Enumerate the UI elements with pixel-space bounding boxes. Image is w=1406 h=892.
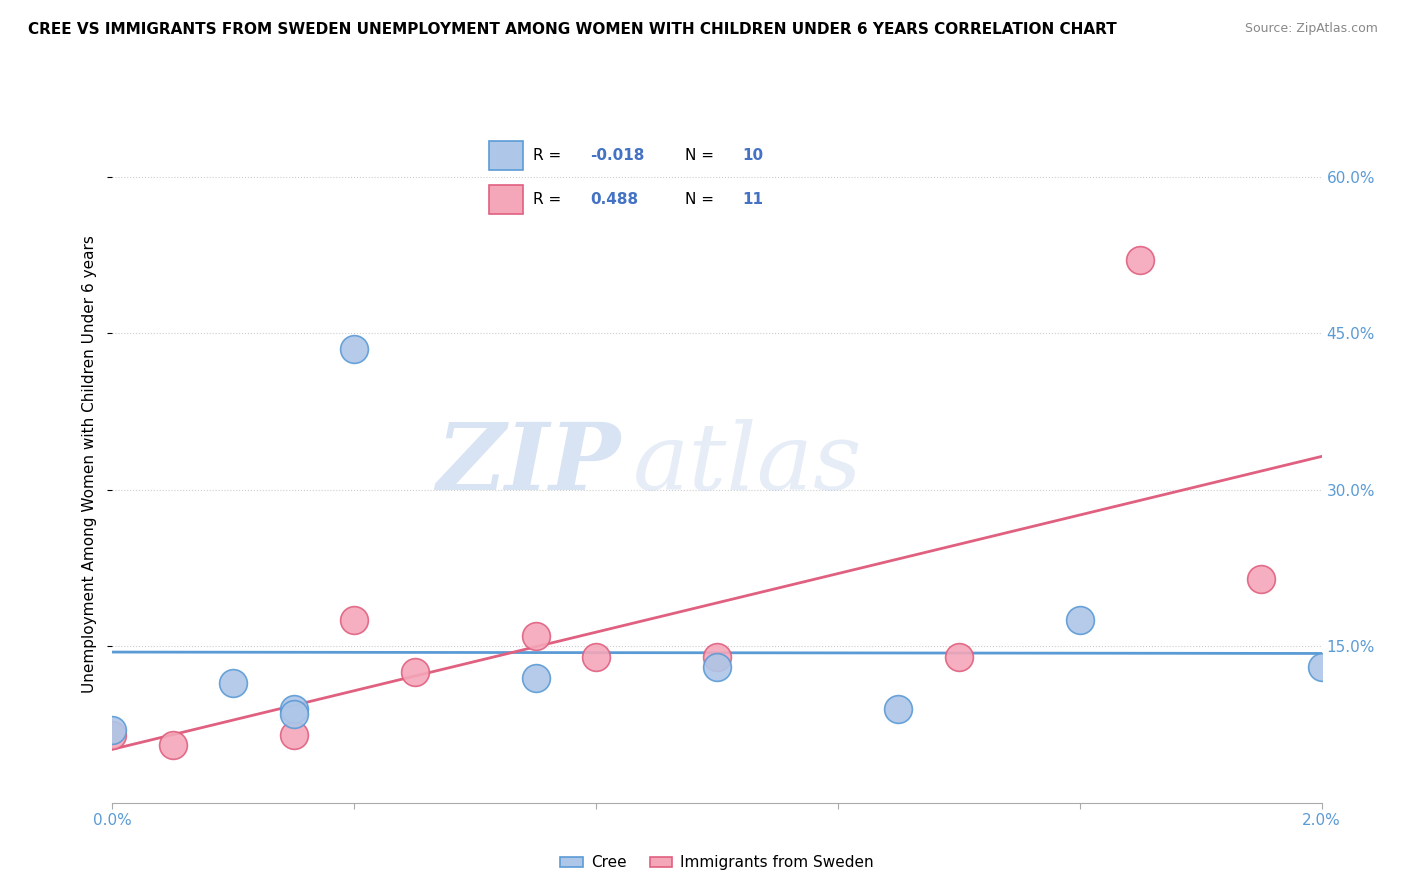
Point [948,649,970,664]
Legend: Cree, Immigrants from Sweden: Cree, Immigrants from Sweden [554,849,880,877]
Point [1129,253,1152,268]
Point [162,739,184,753]
Text: CREE VS IMMIGRANTS FROM SWEDEN UNEMPLOYMENT AMONG WOMEN WITH CHILDREN UNDER 6 YE: CREE VS IMMIGRANTS FROM SWEDEN UNEMPLOYM… [28,22,1116,37]
Point [283,728,305,742]
Point [404,665,426,680]
Point [1069,613,1091,627]
Text: ZIP: ZIP [436,419,620,508]
Point [1310,660,1333,674]
Point [524,671,547,685]
Point [101,728,124,742]
Point [101,723,124,737]
Point [706,649,728,664]
Point [283,707,305,722]
Point [283,702,305,716]
Point [343,613,366,627]
Point [1250,572,1272,586]
Point [585,649,607,664]
Point [706,660,728,674]
Point [887,702,910,716]
Point [343,342,366,356]
Y-axis label: Unemployment Among Women with Children Under 6 years: Unemployment Among Women with Children U… [82,235,97,693]
Point [222,676,245,690]
Text: Source: ZipAtlas.com: Source: ZipAtlas.com [1244,22,1378,36]
Point [524,629,547,643]
Text: atlas: atlas [633,419,862,508]
